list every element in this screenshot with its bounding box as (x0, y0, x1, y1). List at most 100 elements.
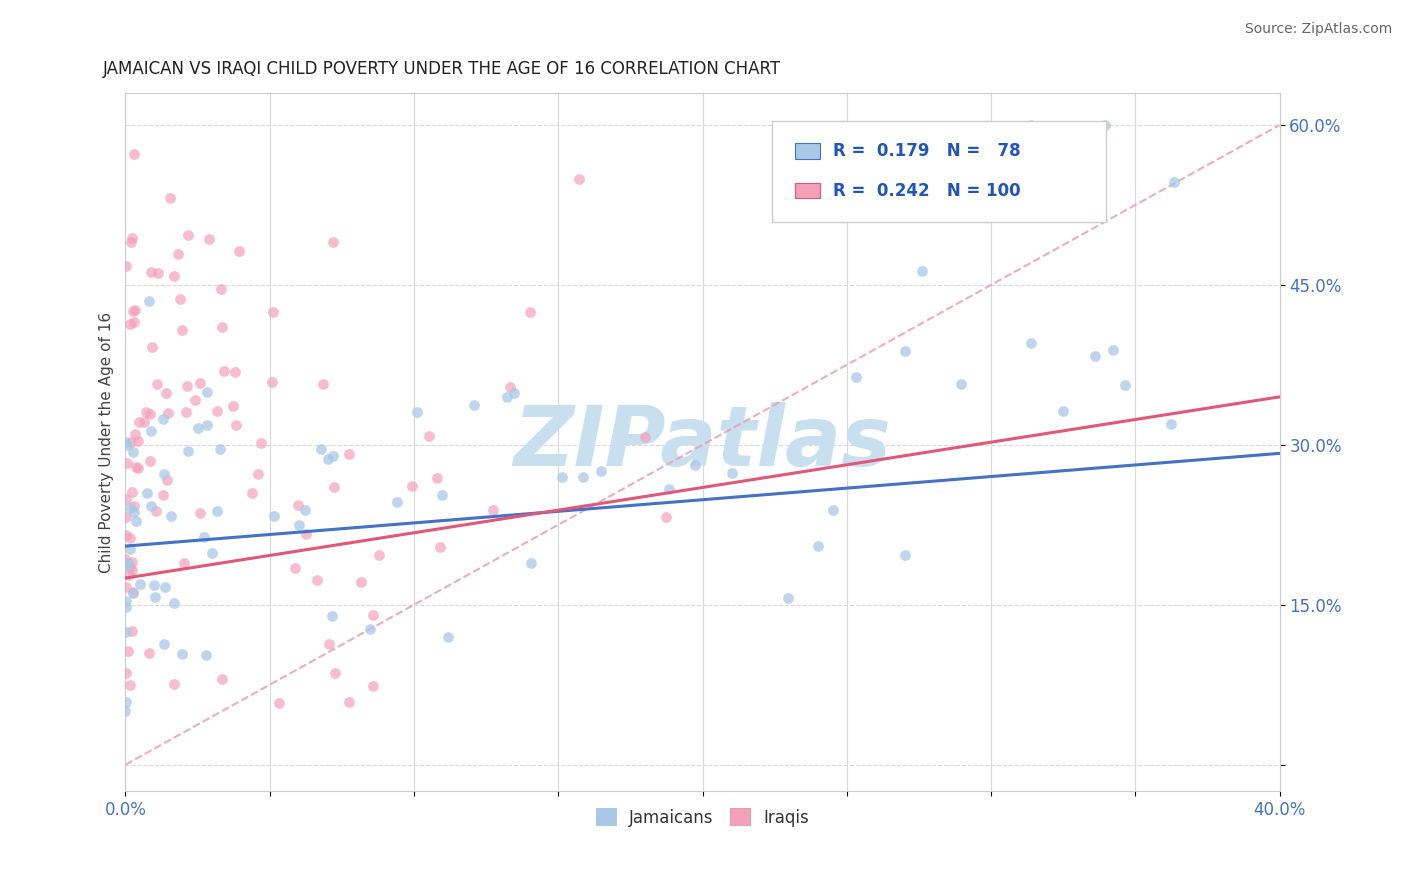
Point (124, 500, 146, 514)
Point (163, 268, 186, 283)
Point (361, 679, 384, 693)
Point (572, 470, 595, 484)
Point (120, 235, 142, 249)
Point (221, 399, 243, 413)
Point (205, 504, 228, 518)
Point (114, 559, 136, 574)
Bar (794, 144, 820, 159)
Legend: Jamaicans, Iraqis: Jamaicans, Iraqis (589, 802, 815, 833)
Point (122, 505, 145, 519)
Point (139, 425, 162, 439)
Point (894, 344, 917, 359)
Point (634, 430, 657, 444)
Point (359, 623, 381, 637)
Point (294, 502, 316, 516)
Point (176, 379, 198, 393)
Point (246, 467, 269, 482)
Point (198, 232, 221, 246)
Point (169, 292, 191, 306)
Point (117, 644, 139, 658)
Point (193, 530, 215, 544)
Point (437, 630, 460, 644)
Point (146, 266, 169, 280)
Point (121, 555, 143, 569)
Point (177, 228, 200, 243)
Point (385, 495, 408, 509)
Point (503, 385, 526, 400)
Point (807, 539, 830, 553)
Point (188, 506, 211, 520)
Point (152, 637, 174, 651)
Point (1163, 175, 1185, 189)
Point (224, 366, 246, 380)
Point (135, 485, 157, 500)
Point (337, 695, 360, 709)
Point (125, 514, 148, 528)
Point (114, 580, 136, 594)
Point (115, 259, 138, 273)
Point (152, 412, 174, 426)
Point (776, 591, 799, 605)
Point (1019, 118, 1042, 132)
Point (120, 559, 142, 574)
Point (155, 385, 177, 400)
Point (152, 488, 174, 502)
Point (120, 541, 142, 556)
Point (170, 648, 193, 662)
Point (143, 590, 166, 604)
Point (194, 648, 217, 662)
Point (121, 624, 143, 638)
Point (349, 575, 371, 590)
Text: ZIPatlas: ZIPatlas (513, 401, 891, 483)
Point (267, 696, 290, 710)
Point (463, 398, 485, 412)
Point (658, 483, 681, 497)
Point (160, 508, 183, 523)
Point (1160, 417, 1182, 431)
Point (323, 480, 346, 494)
Point (211, 672, 233, 686)
Point (316, 451, 339, 466)
Point (122, 147, 145, 161)
Point (368, 548, 391, 562)
Point (263, 509, 285, 524)
Point (115, 594, 138, 608)
Point (418, 429, 440, 443)
Point (225, 418, 247, 433)
Point (174, 404, 197, 418)
Point (322, 235, 344, 249)
Text: JAMAICAN VS IRAQI CHILD POVERTY UNDER THE AGE OF 16 CORRELATION CHART: JAMAICAN VS IRAQI CHILD POVERTY UNDER TH… (103, 60, 780, 78)
Point (1114, 377, 1136, 392)
Text: R =  0.242   N = 100: R = 0.242 N = 100 (832, 182, 1021, 200)
Point (654, 510, 676, 524)
Point (240, 485, 263, 500)
Point (139, 407, 162, 421)
Point (430, 488, 453, 502)
Point (260, 375, 283, 389)
Point (141, 340, 163, 354)
Point (262, 305, 284, 319)
Point (115, 456, 138, 470)
Point (124, 426, 146, 441)
Text: Source: ZipAtlas.com: Source: ZipAtlas.com (1244, 22, 1392, 37)
Point (121, 586, 143, 600)
Point (288, 518, 311, 533)
Point (309, 442, 332, 456)
Point (121, 484, 143, 499)
Point (115, 527, 138, 541)
Point (120, 500, 142, 515)
Point (155, 580, 177, 594)
Point (132, 416, 155, 430)
Point (117, 557, 139, 571)
Point (183, 393, 205, 408)
Point (212, 364, 235, 378)
Point (201, 546, 224, 560)
Point (157, 406, 180, 420)
Point (228, 244, 250, 258)
Point (1102, 343, 1125, 357)
Point (311, 377, 333, 392)
Point (284, 561, 307, 575)
Point (122, 445, 145, 459)
Point (318, 637, 340, 651)
Point (127, 434, 149, 448)
